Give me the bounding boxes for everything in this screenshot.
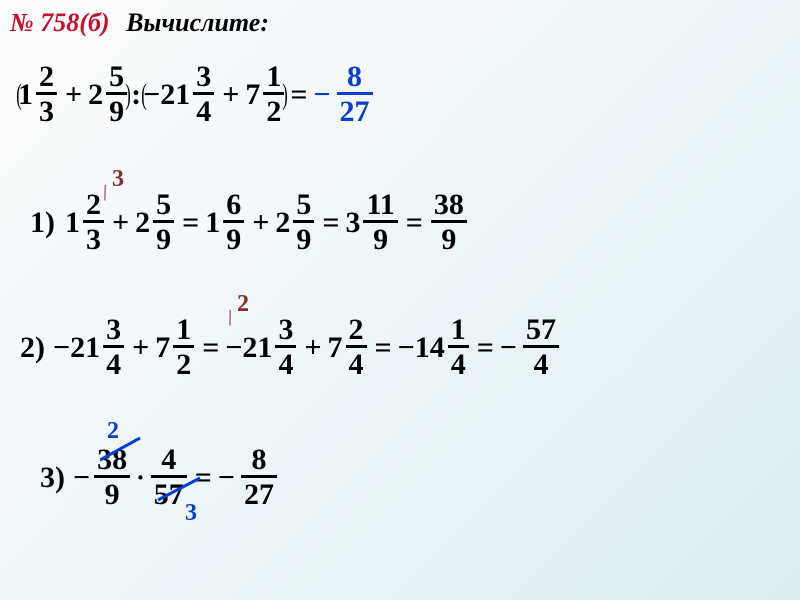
- paren-close: ): [125, 60, 131, 130]
- divide-op: :: [131, 78, 141, 112]
- plus-op: +: [222, 78, 239, 112]
- equals-op: =: [406, 206, 423, 240]
- equals-op: =: [375, 331, 392, 365]
- header: № 758(б) Вычислите:: [10, 8, 269, 38]
- plus-op: +: [65, 78, 82, 112]
- plus-op: +: [132, 331, 149, 365]
- fraction: 389: [431, 190, 467, 256]
- mixed: 7 12: [155, 315, 196, 381]
- fraction-38-9: 389: [94, 445, 130, 511]
- mixed: −14 14: [398, 315, 471, 381]
- mixed-1-2-3: 1 23: [18, 62, 59, 128]
- step-1: 1) 1 23 + 2 59 = 1 69 + 2 59 = 3 119 = 3…: [30, 190, 469, 256]
- mixed: 3 119: [345, 190, 399, 256]
- step-label: 2): [20, 331, 45, 365]
- problem-title: Вычислите:: [126, 8, 269, 37]
- step-label: 3): [40, 461, 65, 495]
- mixed-2-5-9: 2 59: [88, 62, 129, 128]
- equals-op: =: [322, 206, 339, 240]
- equals-op: =: [195, 461, 212, 495]
- mixed: 1 69: [205, 190, 246, 256]
- annotation-2: 2: [237, 291, 249, 318]
- mixed: 2 59: [135, 190, 176, 256]
- problem-number: № 758(б): [10, 8, 110, 37]
- minus-op: −: [218, 461, 235, 495]
- result-value: − 827: [313, 62, 374, 128]
- main-expression: ( 1 23 + 2 59 ) : ( −21 34 + 7 12 ) = − …: [20, 60, 375, 130]
- fraction-4-57: 457: [151, 445, 187, 511]
- annotation-3-blue: 3: [185, 500, 197, 527]
- mixed-neg21-3-4: −21 34: [143, 62, 216, 128]
- step-2: 2) −21 34 + 7 12 = −21 34 + 7 24 = −14 1…: [20, 315, 561, 381]
- plus-op: +: [112, 206, 129, 240]
- fraction: 574: [523, 315, 559, 381]
- paren-close: ): [283, 60, 289, 130]
- equals-op: =: [477, 331, 494, 365]
- mixed-7-1-2: 7 12: [245, 62, 286, 128]
- step-3: 3) − 389 · 457 = − 827: [40, 445, 279, 511]
- plus-op: +: [252, 206, 269, 240]
- minus-op: −: [73, 461, 90, 495]
- mixed: 2 59: [275, 190, 316, 256]
- plus-op: +: [304, 331, 321, 365]
- paren-open: (: [16, 60, 22, 130]
- annotation-2-blue: 2: [107, 418, 119, 445]
- dot-op: ·: [136, 463, 145, 493]
- equals-op: =: [290, 78, 307, 112]
- minus-op: −: [500, 331, 517, 365]
- equals-op: =: [182, 206, 199, 240]
- fraction-8-27: 827: [241, 445, 277, 511]
- mixed: 7 24: [328, 315, 369, 381]
- equals-op: =: [202, 331, 219, 365]
- mixed: −21 34: [53, 315, 126, 381]
- step-label: 1): [30, 206, 55, 240]
- paren-open: (: [141, 60, 147, 130]
- mixed: −21 34: [225, 315, 298, 381]
- annotation-3: 3: [112, 166, 124, 193]
